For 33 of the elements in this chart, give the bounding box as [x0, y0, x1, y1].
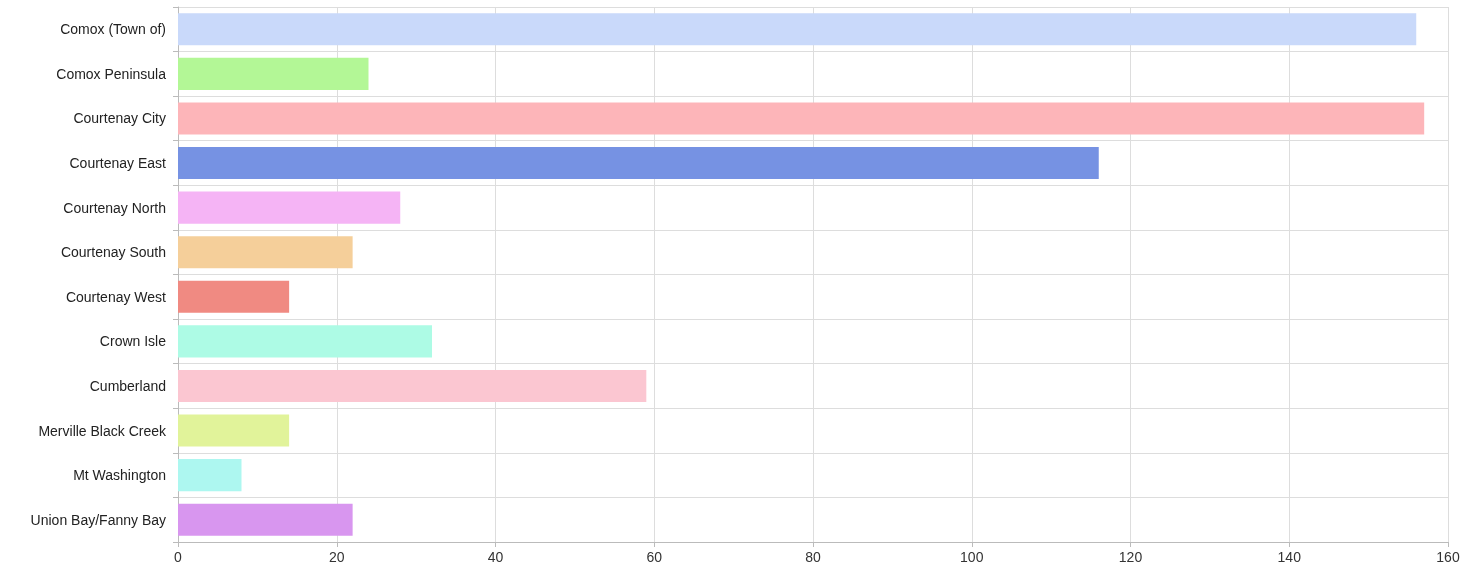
bar — [178, 414, 290, 447]
x-tick-label: 160 — [1436, 549, 1460, 565]
bar — [178, 503, 353, 536]
bar — [178, 369, 647, 403]
x-tick-label: 40 — [487, 549, 504, 565]
x-tick-label: 80 — [805, 549, 821, 565]
x-tick-label: 20 — [328, 549, 345, 565]
bar — [178, 13, 1417, 46]
bar — [178, 191, 401, 224]
y-tick-label: Courtenay East — [69, 155, 167, 172]
y-tick-label: Courtenay South — [60, 244, 166, 261]
y-tick-label: Courtenay North — [63, 199, 166, 216]
x-tick-label: 120 — [1118, 549, 1143, 565]
y-tick-label: Crown Isle — [99, 333, 167, 350]
y-tick-label: Comox Peninsula — [56, 65, 167, 82]
x-tick-label: 100 — [960, 549, 984, 565]
y-tick-label: Comox (Town of) — [60, 21, 166, 38]
y-tick-label: Cumberland — [89, 377, 166, 394]
bar — [178, 280, 290, 313]
bar — [178, 102, 1425, 135]
y-tick-label: Courtenay City — [73, 110, 166, 127]
x-tick-label: 60 — [646, 549, 663, 565]
x-tick-label: 0 — [174, 549, 183, 565]
y-tick-label: Courtenay West — [65, 288, 167, 305]
y-tick-label: Merville Black Creek — [38, 422, 167, 439]
bar — [178, 459, 242, 492]
y-tick-label: Union Bay/Fanny Bay — [30, 511, 166, 528]
bar — [178, 146, 1099, 180]
y-tick-label: Mt Washington — [73, 467, 166, 484]
bar — [178, 325, 432, 358]
x-tick-label: 140 — [1277, 549, 1302, 565]
bar — [178, 236, 353, 269]
bar — [178, 57, 369, 90]
